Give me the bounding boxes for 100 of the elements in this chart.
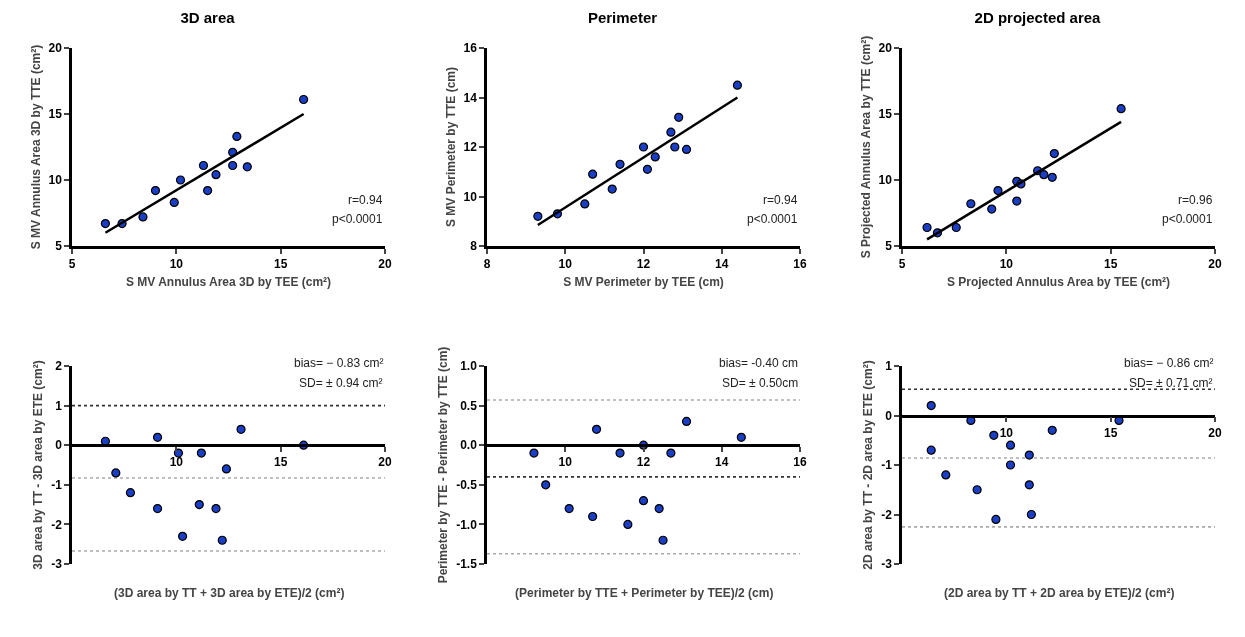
y-tick-label: 1.0 <box>460 359 478 374</box>
point <box>1039 170 1049 180</box>
y-tick-label: -1.0 <box>456 517 478 532</box>
x-tick-label: 5 <box>898 257 906 272</box>
point <box>922 222 932 233</box>
point <box>580 199 590 209</box>
y-tick-label: 12 <box>463 140 478 155</box>
chart-title: 3D area <box>180 9 236 27</box>
point <box>533 211 543 221</box>
y-tick-label: -0.5 <box>456 478 478 492</box>
point <box>152 432 163 442</box>
point <box>670 142 680 152</box>
point <box>1116 104 1126 114</box>
x-tick-label: 15 <box>273 455 288 470</box>
point <box>194 500 204 510</box>
y-axis-title: 2D area by TT - 2D area by ETE (cm²) <box>861 360 876 570</box>
x-tick-label: 14 <box>715 455 729 470</box>
point <box>564 503 574 514</box>
point <box>638 142 649 152</box>
y-tick-label: 15 <box>48 107 63 122</box>
y-axis-title: Perimeter by TTE - Perimeter by TTE (cm) <box>436 346 451 584</box>
point <box>607 184 617 194</box>
y-tick-label: -3 <box>881 557 893 572</box>
point <box>232 131 242 142</box>
y-axis-title: S MV Perimeter by TTE (cm) <box>443 66 458 228</box>
point <box>228 160 238 171</box>
y-tick-label: -1.5 <box>456 557 478 572</box>
y-tick-label: 0 <box>55 438 63 453</box>
x-tick-label: 10 <box>169 257 184 272</box>
point <box>211 170 221 180</box>
y-tick-label: -2 <box>51 517 63 532</box>
point <box>989 430 999 440</box>
point <box>1047 425 1057 435</box>
point <box>198 160 209 171</box>
point <box>951 222 961 233</box>
x-axis-title: S MV Perimeter by TEE (cm) <box>563 275 724 290</box>
y-tick-label: 0 <box>885 408 893 423</box>
point <box>138 212 148 222</box>
x-tick-label: 16 <box>793 455 807 470</box>
annotation: p<0.0001 <box>332 212 383 226</box>
x-tick-label: 5 <box>68 257 76 272</box>
x-tick-label: 8 <box>483 257 491 272</box>
point <box>966 199 976 209</box>
chart-title: Perimeter <box>587 9 658 27</box>
y-tick-label: 14 <box>463 90 478 105</box>
point <box>666 127 676 137</box>
point <box>972 485 982 495</box>
point <box>674 112 684 122</box>
x-axis-title: S Projected Annulus Area by TEE (cm²) <box>946 275 1171 290</box>
point <box>242 162 252 172</box>
point <box>1024 450 1034 460</box>
y-tick-label: 0.0 <box>460 438 478 453</box>
point <box>211 503 221 514</box>
y-tick-label: 20 <box>48 41 63 56</box>
point <box>150 185 161 196</box>
y-tick-label: 16 <box>463 41 478 56</box>
point <box>529 448 539 458</box>
point <box>1026 509 1036 520</box>
y-tick-label: 0.5 <box>460 398 478 413</box>
x-tick-label: 15 <box>273 257 288 272</box>
x-tick-label: 10 <box>558 257 573 272</box>
point <box>588 169 598 179</box>
annotation: bias= − 0.86 cm² <box>1124 356 1214 370</box>
y-tick-label: 15 <box>878 107 893 122</box>
point <box>299 94 309 105</box>
y-tick-label: 2 <box>55 359 63 374</box>
point <box>203 185 213 196</box>
x-tick-label: 15 <box>1103 257 1118 272</box>
point <box>650 152 660 162</box>
x-axis-title: (Perimeter by TTE + Perimeter by TEE)/2 (cm) <box>515 586 774 600</box>
point <box>993 185 1003 196</box>
y-axis-title: S Projected Annulus Area by TTE (cm²) <box>858 35 873 259</box>
y-axis-title: S MV Annulus Area 3D by TTE (cm²) <box>28 44 43 250</box>
x-tick-label: 20 <box>378 257 392 272</box>
point <box>196 448 206 458</box>
x-tick-label: 14 <box>715 257 729 272</box>
point <box>615 159 625 169</box>
x-tick-label: 20 <box>378 455 392 470</box>
point <box>666 448 676 458</box>
x-tick-label: 12 <box>636 257 651 272</box>
x-axis-title: (2D area by TT + 2D area by ETE)/2 (cm²) <box>944 586 1175 600</box>
annotation: r=0.94 <box>348 193 383 207</box>
point <box>177 531 188 541</box>
point <box>681 144 692 155</box>
annotation: SD= ± 0.94 cm² <box>299 376 383 390</box>
x-tick-label: 10 <box>999 425 1014 440</box>
point <box>732 80 742 90</box>
point <box>654 503 664 514</box>
annotation: bias= − 0.83 cm² <box>294 356 384 370</box>
point <box>1012 196 1022 206</box>
point <box>111 468 121 478</box>
x-tick-label: 10 <box>999 257 1014 272</box>
point <box>615 448 625 458</box>
annotation: p<0.0001 <box>1162 212 1213 226</box>
x-tick-label: 15 <box>1103 425 1118 440</box>
chart-title: 2D projected area <box>974 9 1102 27</box>
x-tick-label: 20 <box>1208 257 1222 272</box>
point <box>941 470 951 480</box>
x-axis-title: S MV Annulus Area 3D by TEE (cm²) <box>125 275 332 290</box>
annotation: bias= -0.40 cm <box>719 356 799 370</box>
